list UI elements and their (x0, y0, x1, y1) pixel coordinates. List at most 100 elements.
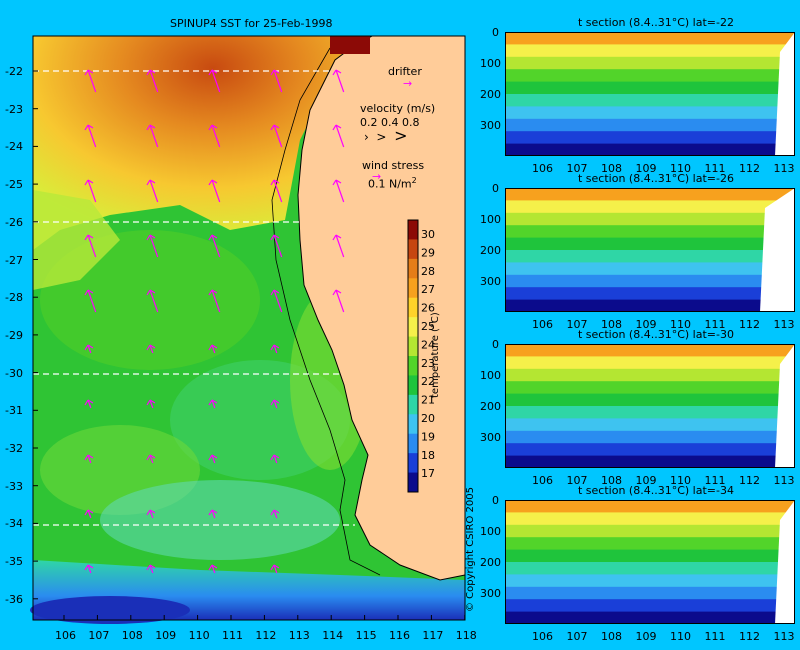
velocity-arrow (270, 289, 283, 313)
section-lon-label: 110 (670, 630, 691, 643)
lon-tick-label: 117 (422, 629, 444, 642)
velocity-arrow (208, 179, 221, 203)
velocity-arrow (270, 454, 280, 464)
section-lon-label: 113 (773, 162, 795, 175)
colorbar-tick-label: 27 (421, 283, 435, 296)
section-depth-label: 100 (480, 213, 501, 226)
drifter-label: drifter (388, 65, 422, 78)
section-lon-label: 113 (773, 318, 795, 331)
colorbar-tick-label: 25 (421, 320, 435, 333)
section-lon-label: 109 (635, 318, 657, 331)
section-lon-label: 106 (532, 474, 553, 487)
section-plot (505, 32, 795, 156)
colorbar-swatch (408, 433, 418, 454)
lon-tick-label: 106 (55, 629, 76, 642)
colorbar-tick-label: 22 (421, 375, 435, 388)
section-title: t section (8.4..31°C) lat=-34 (578, 484, 734, 497)
section-lon-label: 109 (635, 474, 657, 487)
velocity-arrows (84, 69, 345, 574)
lat-tick-label: -23 (5, 102, 23, 116)
velocity-arrow (146, 509, 156, 519)
velocity-arrow (270, 234, 283, 258)
wind-scale: 0.1 N/m2 (368, 176, 417, 191)
section-lon-label: 112 (739, 474, 760, 487)
section-lon-label: 109 (635, 630, 657, 643)
colorbar-tick-label: 17 (421, 467, 435, 480)
velocity-arrow (146, 344, 156, 354)
velocity-arrow (332, 179, 345, 203)
coastline (297, 35, 466, 581)
velocity-arrow (84, 289, 97, 313)
lat-tick-label: -30 (5, 366, 23, 380)
section-lon-label: 110 (670, 318, 691, 331)
section-depth-label: 200 (480, 556, 501, 569)
lat-tick-label: -33 (5, 479, 23, 493)
lat-tick-label: -31 (5, 404, 23, 418)
velocity-arrow (208, 124, 221, 148)
velocity-arrow (270, 509, 280, 519)
section-lon-label: 109 (635, 162, 657, 175)
land-australia (298, 36, 465, 580)
velocity-arrow (84, 344, 94, 354)
section-depth-label: 300 (480, 431, 501, 444)
copyright: © Copyright CSIRO 2005 (465, 487, 476, 612)
velocity-arrow (84, 124, 97, 148)
section-lon-label: 111 (704, 630, 726, 643)
section-lon-label: 108 (601, 162, 622, 175)
section-lon-label: 111 (704, 318, 726, 331)
section-title: t section (8.4..31°C) lat=-22 (578, 16, 734, 29)
velocity-arrow (208, 454, 218, 464)
lat-tick-label: -22 (5, 65, 23, 78)
section-title: t section (8.4..31°C) lat=-30 (578, 328, 734, 341)
velocity-arrow-icons: › > > (364, 126, 408, 145)
velocity-label: velocity (m/s) (360, 102, 436, 115)
lon-tick-label: 112 (255, 629, 277, 642)
velocity-arrow (146, 289, 159, 313)
colorbar-tick-label: 19 (421, 430, 435, 443)
lon-tick-label: 115 (355, 629, 377, 642)
colorbar-tick-label: 29 (421, 246, 435, 259)
velocity-arrow (84, 179, 97, 203)
section-plot (505, 344, 795, 468)
lat-tick-label: -25 (5, 178, 23, 192)
section-lon-label: 107 (566, 474, 588, 487)
velocity-arrow (84, 234, 97, 258)
section-depth-label: 0 (492, 182, 499, 195)
velocity-arrow (146, 564, 156, 574)
velocity-arrow (208, 234, 221, 258)
colorbar-swatch (408, 414, 418, 435)
section-lon-label: 113 (773, 474, 795, 487)
lon-tick-label: 107 (88, 629, 110, 642)
velocity-arrow (208, 564, 218, 574)
section-lon-label: 110 (670, 474, 691, 487)
velocity-arrow (270, 179, 283, 203)
lon-tick-label: 111 (222, 629, 243, 642)
lon-tick-label: 113 (288, 629, 310, 642)
velocity-arrow (208, 344, 218, 354)
sst-map: 30 29 28 27 26 25 24 23 22 21 20 19 18 17 (30, 35, 466, 624)
lat-tick-label: -28 (5, 291, 23, 305)
section-depth-label: 300 (480, 587, 501, 600)
velocity-arrow (146, 399, 156, 409)
section-depth-label: 300 (480, 275, 501, 288)
section-lon-label: 111 (704, 162, 726, 175)
section-lon-label: 107 (566, 318, 588, 331)
velocity-arrow (270, 399, 280, 409)
section-depth-label: 100 (480, 525, 501, 538)
section-depth-label: 100 (480, 369, 501, 382)
section-depth-label: 200 (480, 88, 501, 101)
wind-label: wind stress (362, 159, 425, 172)
lat-tick-label: -29 (5, 328, 23, 342)
section-lon-label: 112 (739, 318, 760, 331)
velocity-arrow (208, 69, 221, 93)
section-lon-label: 108 (601, 474, 622, 487)
colorbar-swatch (408, 472, 418, 493)
velocity-arrow (332, 234, 345, 258)
drifter-icon: → (403, 77, 413, 90)
colorbar-tick-label: 30 (421, 228, 435, 241)
shelf-contour (271, 47, 381, 576)
velocity-arrow (84, 509, 94, 519)
colorbar-swatch (408, 239, 418, 260)
velocity-arrow (146, 124, 159, 148)
lon-tick-label: 108 (121, 629, 143, 642)
